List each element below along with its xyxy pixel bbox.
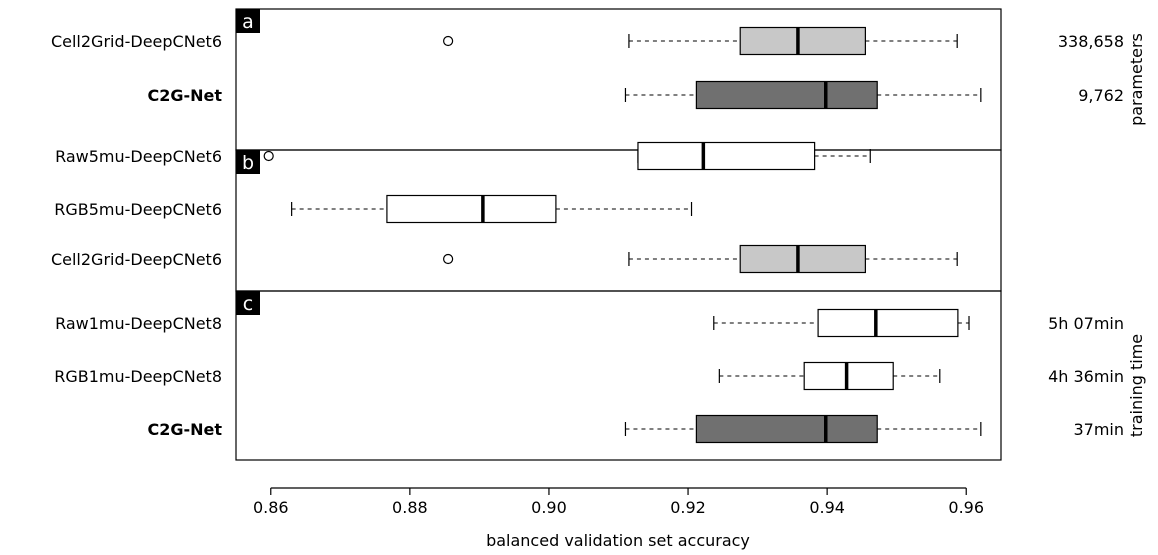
box xyxy=(817,308,959,338)
x-tick-label: 0.94 xyxy=(809,498,845,517)
panel-letter-badge-b xyxy=(236,150,260,174)
x-axis-title: balanced validation set accuracy xyxy=(486,531,750,550)
side-axis-label-a: parameters xyxy=(1127,33,1146,126)
box xyxy=(695,80,878,110)
side-annotation: 37min xyxy=(1073,420,1124,439)
x-tick-label: 0.90 xyxy=(531,498,567,517)
box xyxy=(637,141,816,171)
box xyxy=(739,244,866,274)
x-axis: 0.86 0.88 0.90 0.92 0.94 0.96 xyxy=(253,487,984,517)
row-label: Cell2Grid-DeepCNet6 xyxy=(51,32,222,51)
box xyxy=(386,194,557,224)
panels-layer: a parameters b c training time xyxy=(235,8,1146,461)
outlier-point xyxy=(443,35,454,47)
side-annotation: 9,762 xyxy=(1078,86,1124,105)
side-axis-label-c: training time xyxy=(1127,334,1146,437)
box xyxy=(739,26,866,56)
x-tick-label: 0.88 xyxy=(392,498,428,517)
row-label: C2G-Net xyxy=(147,86,222,105)
row-label: RGB5mu-DeepCNet6 xyxy=(54,200,222,219)
side-annotation: 4h 36min xyxy=(1048,367,1124,386)
outlier-point xyxy=(263,150,274,162)
box xyxy=(695,414,878,444)
panel-letter-b: b xyxy=(242,152,254,174)
side-annotation: 338,658 xyxy=(1058,32,1124,51)
row-label: RGB1mu-DeepCNet8 xyxy=(54,367,222,386)
panel-frame-c xyxy=(235,290,1002,461)
box xyxy=(803,361,894,391)
side-annotation: 5h 07min xyxy=(1048,314,1124,333)
row-label: Cell2Grid-DeepCNet6 xyxy=(51,250,222,269)
panel-letter-c: c xyxy=(243,293,253,315)
outlier-point xyxy=(443,253,454,265)
panel-letter-badge-c xyxy=(236,291,260,315)
row-label: Raw5mu-DeepCNet6 xyxy=(55,147,222,166)
panel-frame-a xyxy=(235,8,1002,151)
marks-layer: Cell2Grid-DeepCNet6 338,658 C2G-Net 9,762 Ra… xyxy=(51,26,1124,444)
panel-letter-badge-a xyxy=(236,9,260,33)
x-tick-label: 0.86 xyxy=(253,498,289,517)
x-tick-label: 0.96 xyxy=(948,498,984,517)
panel-frame-b xyxy=(235,149,1002,292)
row-label: C2G-Net xyxy=(147,420,222,439)
x-tick-label: 0.92 xyxy=(670,498,706,517)
row-label: Raw1mu-DeepCNet8 xyxy=(55,314,222,333)
panel-letter-a: a xyxy=(242,11,254,33)
